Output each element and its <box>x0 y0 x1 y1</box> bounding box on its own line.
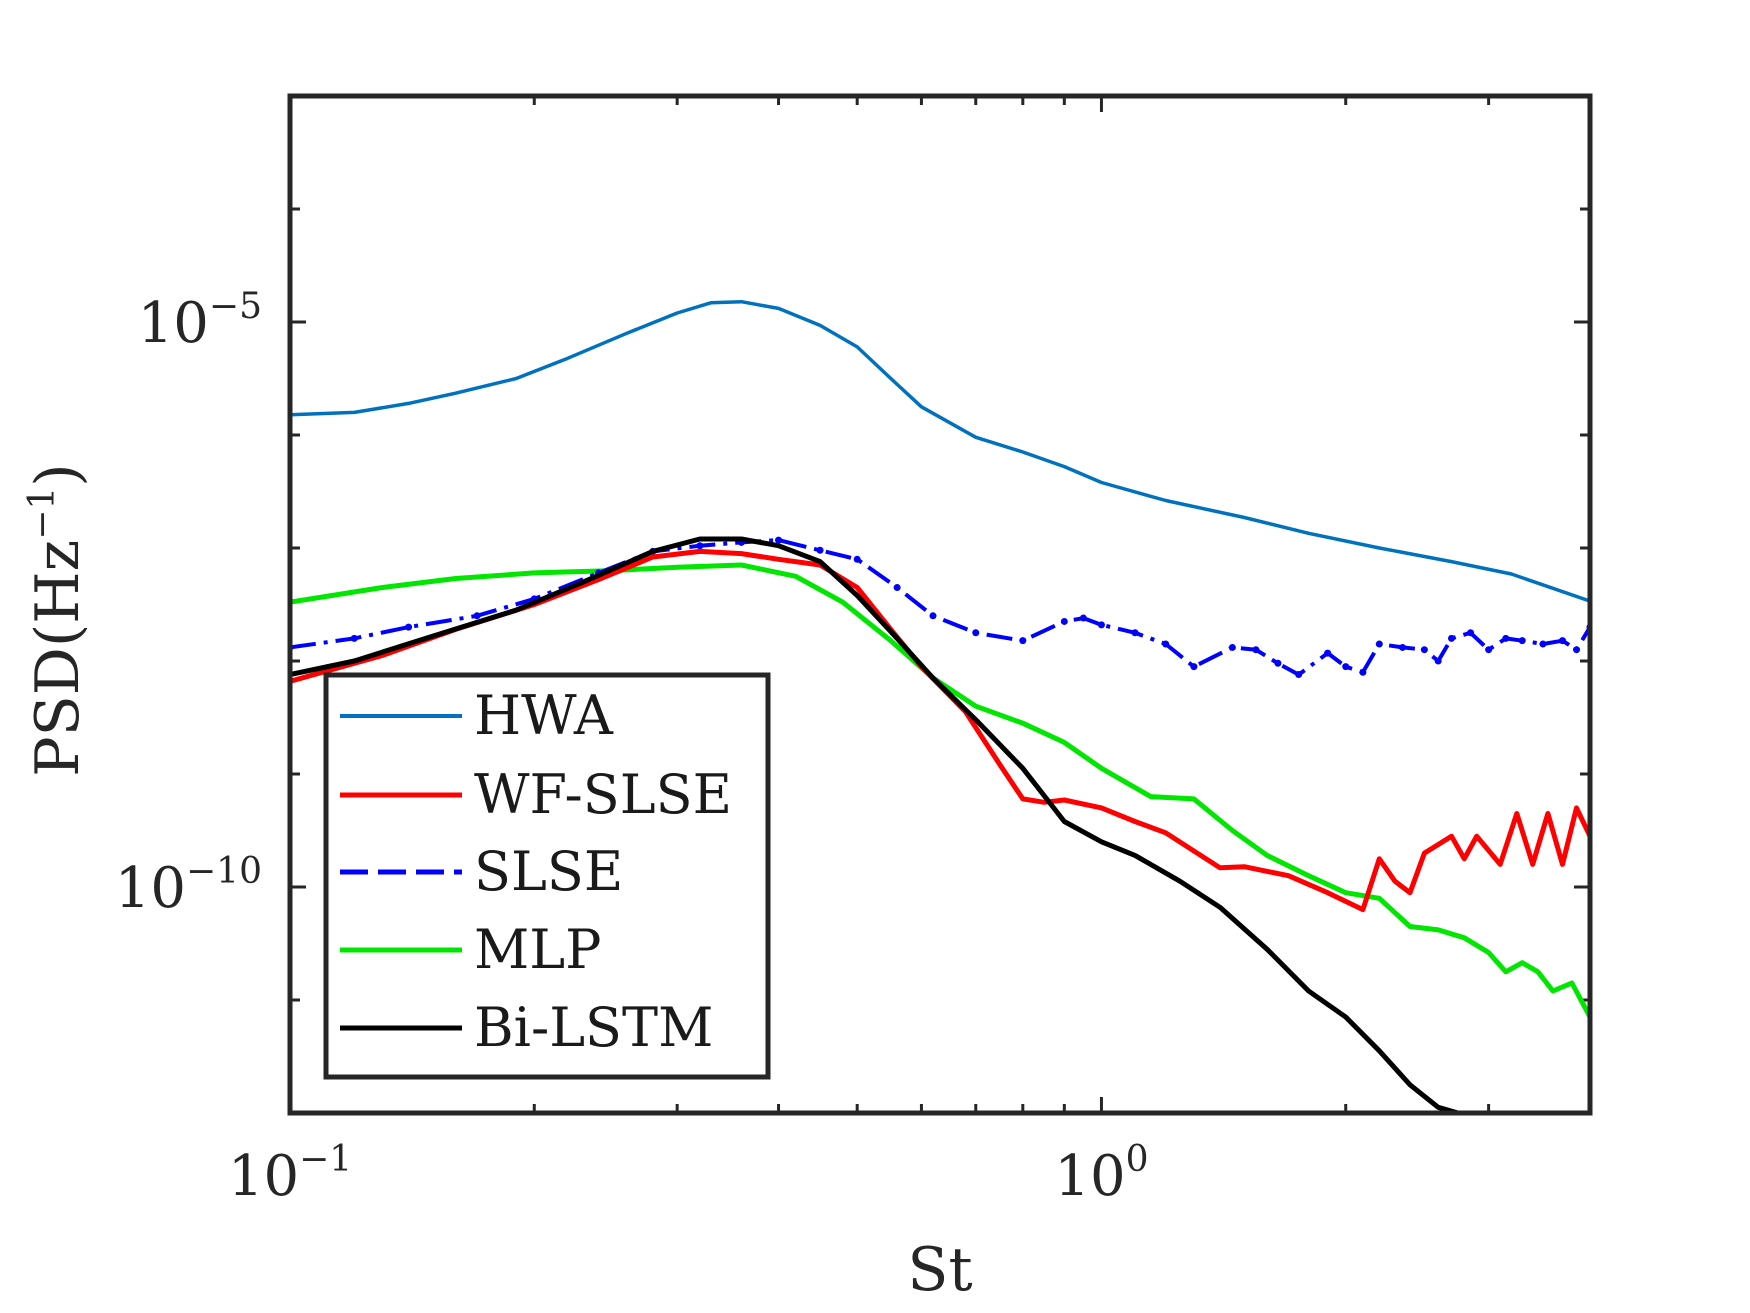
y-axis-label: PSD(Hz−1) <box>22 463 93 776</box>
legend-entry-wf-slse: WF-SLSE <box>340 763 732 826</box>
series-point-slse <box>1359 668 1367 676</box>
series-point-slse <box>350 634 358 642</box>
series-point-slse <box>1518 637 1526 645</box>
legend: HWA WF-SLSE SLSE MLP Bi-LSTM <box>323 672 771 1080</box>
legend-entry-mlp: MLP <box>340 918 602 981</box>
series-point-slse <box>816 546 824 554</box>
series-point-slse <box>1019 637 1027 645</box>
legend-label-hwa: HWA <box>474 684 614 747</box>
series-point-slse <box>1324 649 1332 657</box>
series-point-slse <box>1485 646 1493 654</box>
series-point-slse <box>1420 646 1428 654</box>
series-point-slse <box>1539 640 1547 648</box>
series-point-slse <box>1295 671 1303 679</box>
series-point-slse <box>1467 629 1475 637</box>
series-point-slse <box>1399 643 1407 651</box>
series-point-slse <box>1252 646 1260 654</box>
series-point-slse <box>775 536 783 544</box>
series-point-slse <box>929 612 937 620</box>
x-tick-label: 10−1 <box>228 1139 352 1209</box>
series-point-slse <box>1131 629 1139 637</box>
series-line-wf-slse <box>290 548 1590 913</box>
series-point-slse <box>1559 637 1567 645</box>
series-point-slse <box>405 623 413 631</box>
series-point-slse <box>1502 634 1510 642</box>
tick-labels: 10−1 100 10−5 10−10 <box>115 286 1149 1209</box>
series-line-mlp <box>290 562 1590 1019</box>
legend-entry-bi-lstm: Bi-LSTM <box>340 996 713 1059</box>
y-axis-label-main: PSD(Hz <box>23 540 93 777</box>
series-line-slse <box>290 538 1590 677</box>
x-tick-label: 100 <box>1054 1139 1148 1209</box>
y-tick-label: 10−10 <box>115 851 262 921</box>
series-point-slse <box>972 629 980 637</box>
series-point-slse <box>853 555 861 563</box>
legend-label-wf-slse: WF-SLSE <box>474 763 732 826</box>
series-point-slse <box>1573 646 1581 654</box>
series-point-slse <box>1079 614 1087 622</box>
series-line-hwa <box>290 299 1590 603</box>
series-point-slse <box>1434 657 1442 665</box>
y-tick-label: 10−5 <box>138 286 262 356</box>
y-axis-label-exp: −1 <box>22 487 63 540</box>
axes-box <box>287 93 1593 1116</box>
series-point-slse <box>1162 640 1170 648</box>
legend-label-slse: SLSE <box>474 840 623 903</box>
series-point-slse <box>1375 640 1383 648</box>
series-point-slse <box>1228 643 1236 651</box>
series-point-slse <box>473 612 481 620</box>
legend-entry-slse: SLSE <box>340 840 623 903</box>
series-point-slse <box>1342 663 1350 671</box>
series-point-slse <box>1274 659 1282 667</box>
legend-box <box>323 672 771 1080</box>
legend-entry-hwa: HWA <box>340 684 614 747</box>
y-axis-label-close: ) <box>23 463 93 486</box>
legend-label-mlp: MLP <box>474 918 602 981</box>
series-layer <box>290 299 1590 1113</box>
legend-label-bi-lstm: Bi-LSTM <box>474 996 713 1059</box>
series-point-slse <box>696 542 704 550</box>
series-point-slse <box>1447 634 1455 642</box>
series-point-slse <box>1060 617 1068 625</box>
series-line-bi-lstm <box>290 536 1471 1113</box>
series-point-slse <box>893 584 901 592</box>
x-axis-label: St <box>907 1235 972 1305</box>
series-point-slse <box>1190 663 1198 671</box>
series-point-slse <box>1097 621 1105 629</box>
